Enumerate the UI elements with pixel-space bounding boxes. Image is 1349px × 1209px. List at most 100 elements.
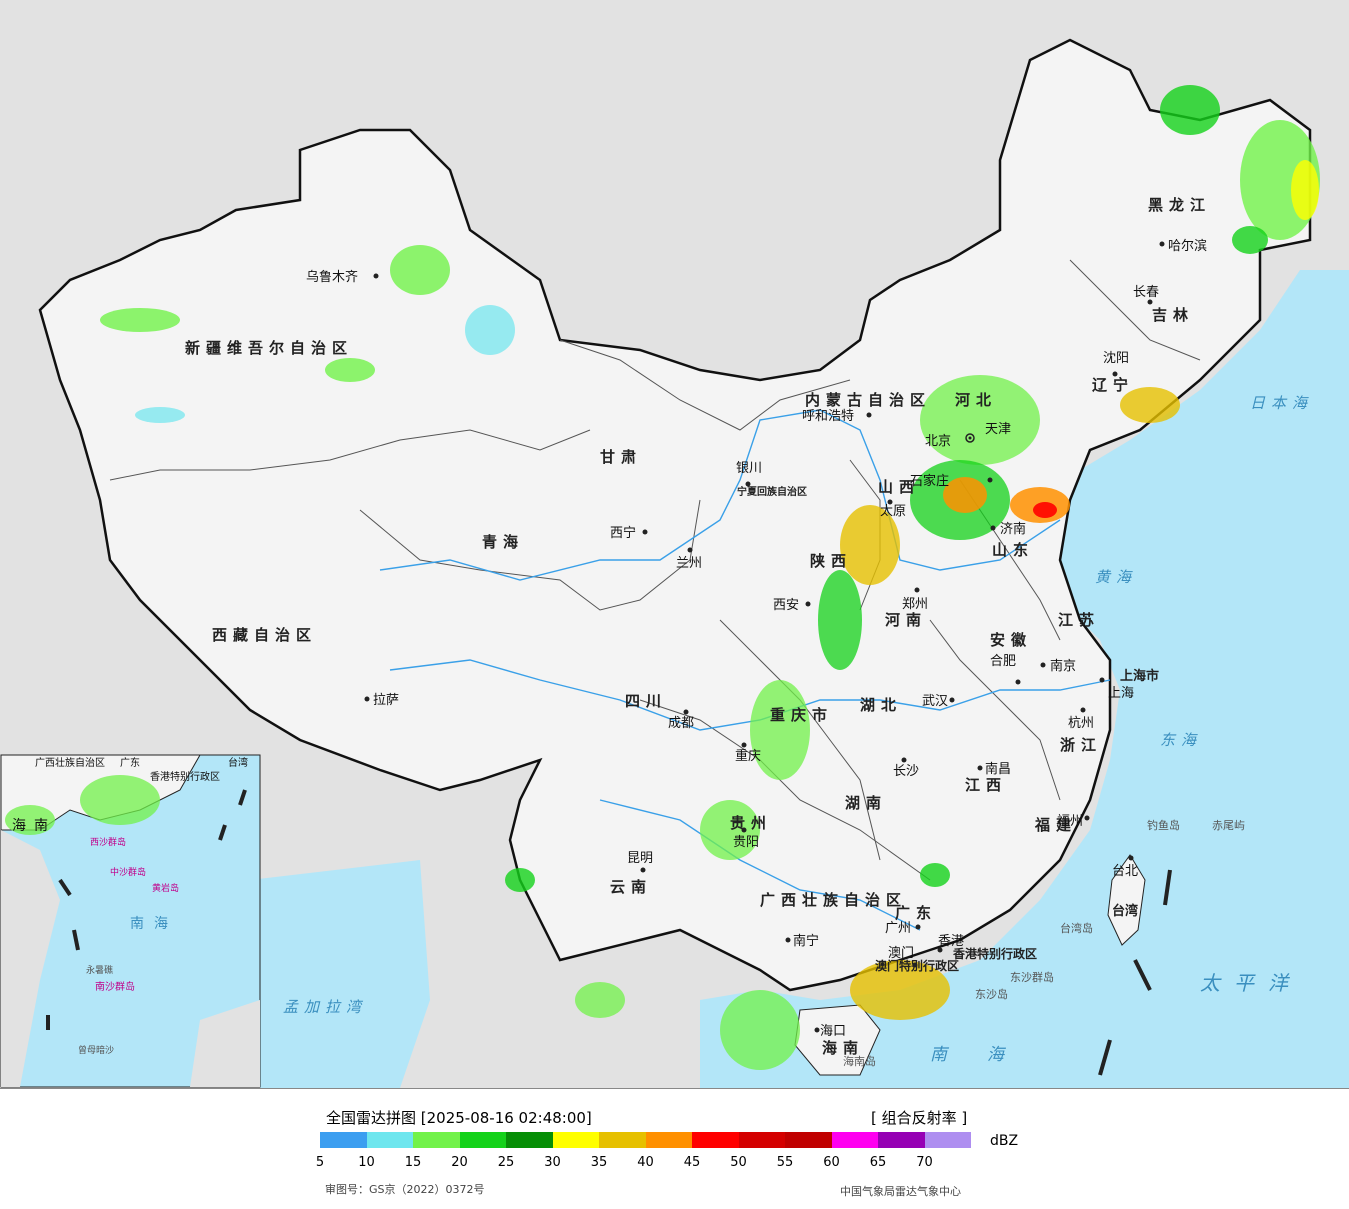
province-label: 香港特别行政区 — [952, 946, 1037, 961]
island-label: 曾母暗沙 — [78, 1044, 114, 1056]
city-label: 长春 — [1133, 285, 1159, 300]
province-label: 内蒙古自治区 — [805, 391, 931, 409]
maritime-boundary-dashes — [46, 789, 1172, 1076]
city-label: 杭州 — [1068, 716, 1094, 731]
city-label: 福州 — [1057, 814, 1083, 829]
province-label: 广东 — [895, 904, 937, 922]
city-label: 沈阳 — [1103, 351, 1129, 366]
city-label: 北京 — [925, 434, 951, 449]
sea-east — [700, 270, 1349, 1088]
color-swatch — [692, 1132, 739, 1148]
taiwan-land — [1107, 854, 1146, 946]
scale-tick-label: 55 — [776, 1155, 794, 1170]
city-label: 西宁 — [610, 525, 636, 541]
data-source: 中国气象局雷达气象中心 — [840, 1185, 961, 1198]
inset-province-label: 广东 — [120, 756, 140, 769]
color-swatch — [599, 1132, 646, 1148]
city-label: 成都 — [668, 716, 694, 731]
city-label: 重庆 — [735, 748, 761, 764]
island-label: 中沙群岛 — [110, 866, 146, 878]
city-label: 呼和浩特 — [802, 409, 854, 424]
color-swatch — [552, 1132, 599, 1148]
province-label: 宁夏回族自治区 — [737, 485, 807, 498]
province-label: 云南 — [610, 878, 652, 896]
city-label: 西安 — [773, 598, 799, 613]
radar-echoes — [5, 85, 1320, 1070]
city-label: 拉萨 — [373, 693, 399, 708]
province-label: 山西 — [878, 478, 920, 496]
province-label: 贵州 — [730, 814, 772, 832]
city-label: 上海 — [1108, 686, 1134, 701]
island-label: 黄岩岛 — [152, 882, 179, 894]
city-label: 郑州 — [902, 597, 928, 612]
province-label: 广西壮族自治区 — [760, 891, 907, 909]
scale-tick-label: 70 — [916, 1155, 933, 1170]
city-label: 香港 — [938, 934, 964, 949]
city-label: 长沙 — [893, 764, 919, 779]
province-label: 福建 — [1034, 816, 1077, 834]
scale-tick-label: 10 — [358, 1155, 375, 1170]
province-label: 安徽 — [990, 631, 1032, 649]
province-borders — [109, 259, 1201, 881]
china-land — [38, 38, 1312, 992]
scale-tick-label: 15 — [404, 1155, 422, 1170]
scale-tick-label: 30 — [544, 1155, 561, 1170]
scale-tick-label: 20 — [451, 1155, 468, 1170]
sea-label: 南海 — [930, 1045, 1044, 1065]
city-label: 太原 — [880, 504, 906, 519]
city-label: 哈尔滨 — [1168, 238, 1207, 254]
city-label: 济南 — [1000, 521, 1026, 537]
city-label: 兰州 — [676, 556, 702, 571]
city-label: 天津 — [985, 422, 1011, 437]
province-label: 江西 — [965, 776, 1007, 794]
island-label: 台湾岛 — [1060, 921, 1093, 935]
province-label: 台湾 — [1112, 903, 1138, 919]
province-label: 河南 — [885, 611, 927, 629]
province-label: 湖北 — [860, 696, 902, 714]
province-label: 海南 — [822, 1039, 864, 1057]
city-label: 南京 — [1050, 658, 1076, 674]
island-label: 西沙群岛 — [90, 836, 126, 848]
city-label: 银川 — [736, 461, 762, 476]
sea-label: 孟加拉湾 — [283, 998, 367, 1016]
province-label: 江苏 — [1058, 611, 1100, 629]
color-swatch — [878, 1132, 925, 1148]
city-label: 台北 — [1112, 864, 1138, 879]
province-label: 陕西 — [810, 552, 852, 570]
island-label: 东沙群岛 — [1010, 970, 1054, 984]
city-label: 武汉 — [922, 694, 948, 709]
inset-province-label: 海南 — [12, 818, 56, 834]
color-swatch — [785, 1132, 832, 1148]
province-label: 河北 — [955, 391, 997, 409]
color-swatch — [831, 1132, 878, 1148]
scale-tick-label: 25 — [497, 1155, 515, 1170]
color-swatch — [413, 1132, 460, 1148]
city-label: 广州 — [885, 921, 911, 936]
sea-label: 日本海 — [1250, 394, 1313, 412]
island-label: 海南岛 — [843, 1054, 876, 1068]
scale-tick-label: 40 — [637, 1155, 654, 1170]
color-swatch — [459, 1132, 506, 1148]
province-label: 甘肃 — [600, 448, 642, 466]
city-label: 合肥 — [990, 654, 1016, 669]
color-swatch — [506, 1132, 553, 1148]
scale-tick-label: 50 — [730, 1155, 747, 1170]
city-label: 石家庄 — [910, 473, 949, 489]
scale-tick-label: 5 — [315, 1155, 325, 1170]
scale-tick-label: 35 — [590, 1155, 608, 1170]
sea-label: 黄海 — [1095, 568, 1137, 586]
scale-tick-label: 65 — [869, 1155, 887, 1170]
color-swatch — [645, 1132, 692, 1148]
scale-tick-label: 45 — [683, 1155, 701, 1170]
inset-sea-label: 南海 — [130, 916, 178, 932]
island-label: 东沙岛 — [975, 987, 1008, 1001]
province-label: 辽宁 — [1092, 376, 1134, 394]
city-label: 南昌 — [985, 761, 1011, 777]
radar-map: 新疆维吾尔自治区 西藏自治区 青海 甘肃 内蒙古自治区 黑龙江 吉林 辽宁 河北… — [0, 0, 1349, 1088]
island-label: 赤尾屿 — [1212, 819, 1245, 832]
city-label: 南宁 — [793, 933, 819, 949]
inset-province-label: 香港特别行政区 — [150, 770, 220, 783]
province-label: 四川 — [625, 692, 667, 710]
province-label: 上海市 — [1120, 668, 1159, 684]
color-swatch — [738, 1132, 785, 1148]
